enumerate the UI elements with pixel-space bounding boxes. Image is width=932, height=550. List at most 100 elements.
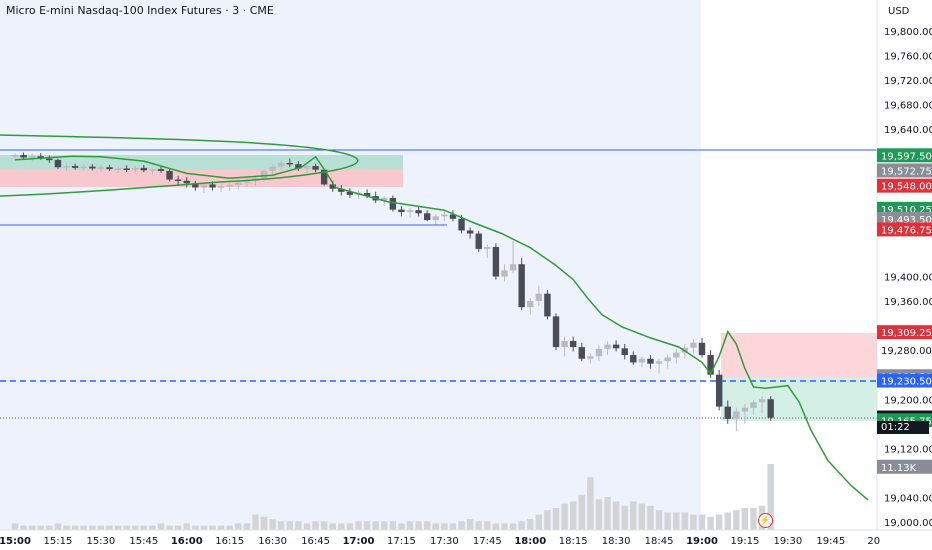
candle-body: [561, 340, 568, 348]
candle-body: [235, 182, 242, 186]
candle-body: [243, 180, 251, 183]
candle-body: [80, 166, 87, 169]
candle-body: [286, 162, 293, 165]
price-tick-label: 19,680.00: [884, 101, 932, 112]
price-label-badge: [877, 373, 932, 388]
volume-bar: [415, 521, 422, 530]
volume-bar: [630, 501, 637, 530]
candle-body: [260, 170, 268, 179]
volume-bar: [724, 512, 731, 530]
volume-bar: [363, 521, 371, 530]
candle-body: [389, 197, 397, 210]
volume-bar: [54, 523, 62, 530]
price-label-text: 19,597.50: [881, 151, 932, 162]
candle-body: [406, 210, 414, 213]
candle-body: [758, 399, 766, 403]
time-tick-label: 17:45: [473, 536, 502, 547]
candle-body: [750, 402, 757, 408]
volume-bar: [578, 494, 585, 530]
price-axis[interactable]: 19,800.00 19,760.00 19,720.00 19,680.00 19,6…: [884, 27, 932, 529]
candle-body: [200, 184, 208, 188]
time-tick-label: 16:15: [215, 536, 244, 547]
candle-body: [449, 214, 457, 219]
candle-body: [320, 169, 328, 185]
volume-bar: [209, 525, 216, 530]
volume-bar: [552, 508, 560, 530]
candle-body: [149, 169, 156, 171]
candle-body: [278, 162, 285, 167]
volume-bar: [123, 525, 130, 530]
price-label-badge: [877, 343, 932, 358]
candle-body: [363, 193, 371, 197]
candle-body: [569, 340, 577, 348]
candle-body: [673, 352, 680, 358]
candle-body: [698, 342, 706, 356]
candle-body: [217, 186, 225, 188]
price-label-badge: [877, 148, 932, 163]
volume-bar: [509, 523, 517, 530]
alert-icon[interactable]: ⚡: [758, 513, 773, 528]
candle-body: [415, 210, 422, 214]
price-tick-label: 19,400.00: [884, 273, 932, 284]
session-shade: [0, 0, 701, 530]
volume-bar: [346, 523, 354, 530]
volume-bar: [544, 510, 551, 530]
volume-bar: [638, 503, 646, 530]
candle-body: [604, 344, 611, 349]
candle-body: [123, 168, 130, 170]
candle-body: [475, 233, 482, 249]
candle-body: [587, 356, 594, 359]
volume-bar: [432, 523, 439, 530]
volume-bar: [561, 503, 568, 530]
candle-body: [647, 358, 654, 364]
volume-bar: [458, 521, 465, 530]
volume-bar: [569, 501, 577, 530]
volume-bar: [278, 521, 285, 530]
volume-bar: [381, 521, 388, 530]
candle-body: [63, 166, 70, 168]
volume-bar: [355, 521, 362, 530]
volume-bar: [192, 525, 199, 530]
volume-bar: [681, 512, 689, 530]
price-tick-label: 19,120.00: [884, 444, 932, 455]
currency-label[interactable]: USD: [888, 6, 910, 17]
vwap-line: [14, 155, 869, 501]
time-tick-label: 17:00: [343, 536, 375, 547]
bar-countdown: 01:22: [877, 421, 929, 434]
symbol-title[interactable]: Micro E-mini Nasdaq-100 Index Futures · …: [6, 4, 274, 17]
volume-bar: [406, 521, 414, 530]
volume-bar: [243, 523, 251, 530]
candle-body: [527, 301, 534, 308]
volume-profile-curve: [0, 134, 359, 197]
time-tick-label: 15:15: [44, 536, 73, 547]
volume-bar: [157, 523, 165, 530]
candle-body: [20, 154, 27, 158]
volume-bar: [698, 514, 706, 530]
candle-body: [140, 167, 148, 171]
volume-bar: [303, 523, 311, 530]
candle-body: [501, 270, 508, 277]
volume-bar: [71, 525, 79, 530]
candle-body: [544, 293, 551, 317]
time-tick-label: 19:30: [773, 536, 802, 547]
volume-bar: [235, 523, 242, 530]
candle-body: [535, 293, 543, 302]
time-tick-label: 17:30: [430, 536, 459, 547]
candle-body: [578, 347, 585, 359]
volume-bar: [535, 514, 543, 530]
time-tick-label: 16:30: [258, 536, 287, 547]
candle-body: [295, 164, 302, 169]
volume-bar: [80, 525, 87, 530]
candle-body: [338, 188, 345, 192]
time-axis[interactable]: 15:00 15:15 15:30 15:45 16:00 16:15 16:30 16:45…: [0, 536, 880, 547]
time-tick-label: 19:45: [816, 536, 845, 547]
price-label-text: 19,309.25: [881, 328, 932, 339]
price-label-text: 19,572.75: [881, 166, 932, 177]
price-label-badge: [877, 222, 932, 237]
volume-bar: [501, 523, 508, 530]
candle-body: [183, 180, 190, 184]
time-tick-label: 18:30: [602, 536, 631, 547]
volume-bar: [441, 523, 448, 530]
